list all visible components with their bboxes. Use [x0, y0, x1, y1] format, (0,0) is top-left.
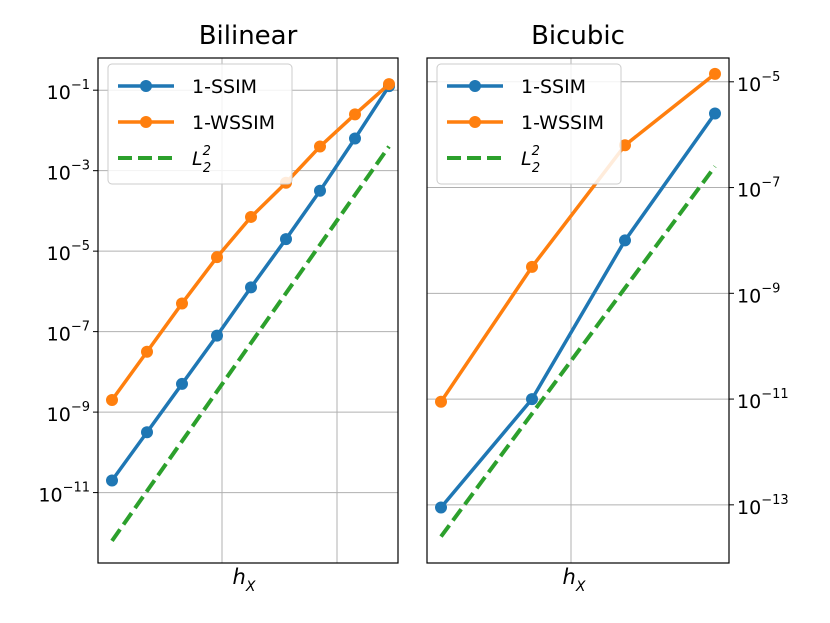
- series-1-ssim-point: [349, 132, 361, 145]
- legend-marker: [469, 116, 481, 128]
- legend-box: [436, 63, 622, 185]
- x-axis-label: hX: [233, 565, 256, 595]
- series-1-ssim-point: [314, 184, 326, 197]
- series-1-wssim-point: [314, 140, 326, 153]
- series-1-ssim-point: [176, 377, 188, 390]
- y-tick-label: 10−9: [47, 400, 90, 426]
- panel-bilinear: 10−11 10−9 10−7 10−5 10−3 10−1 Bilinear hX 1-SSI…: [38, 21, 399, 595]
- y-tick-label: 10−7: [737, 176, 780, 202]
- legend: 1-SSIM 1-WSSIM L2 2: [107, 63, 293, 185]
- series-1-ssim-point: [106, 474, 118, 487]
- chart-title: Bicubic: [531, 21, 625, 51]
- legend: 1-SSIM 1-WSSIM L2 2: [436, 63, 622, 185]
- y-tick-label: 10−3: [47, 159, 90, 185]
- legend-marker: [140, 116, 152, 128]
- series-1-wssim-point: [141, 345, 153, 358]
- legend-box: [107, 63, 293, 185]
- series-1-ssim-point: [280, 233, 292, 246]
- y-tick-label: 10−1: [47, 78, 90, 104]
- y-tick-label: 10−5: [47, 239, 90, 265]
- axes-frame: [97, 57, 399, 564]
- y-tick-label: 10−7: [47, 320, 90, 346]
- series-1-wssim-point: [176, 297, 188, 310]
- y-tick-label: 10−5: [737, 70, 780, 96]
- series-1-wssim-point: [709, 67, 721, 80]
- legend-marker: [140, 80, 152, 92]
- series-1-wssim-line: [439, 72, 717, 403]
- panel-bicubic: 10−13 10−11 10−9 10−7 10−5 Bicubic hX 1-SSIM 1-W…: [426, 21, 789, 595]
- series-l2-line: [110, 145, 391, 543]
- chart-title: Bilinear: [199, 21, 298, 51]
- series-1-wssim-point: [619, 139, 631, 152]
- series-1-wssim-point: [526, 260, 538, 273]
- legend-label: L2 2: [192, 144, 211, 176]
- legend-label: L2 2: [521, 144, 540, 176]
- series-1-wssim-point: [106, 394, 118, 407]
- x-axis-label: hX: [563, 565, 586, 595]
- y-tick-label: 10−9: [737, 281, 780, 307]
- series-1-ssim-line: [439, 112, 717, 509]
- series-1-wssim-point: [383, 78, 395, 91]
- legend-label: 1-SSIM: [192, 76, 257, 98]
- y-tick-label: 10−13: [737, 493, 789, 519]
- series-1-ssim-point: [245, 281, 257, 294]
- legend-label: 1-WSSIM: [192, 112, 275, 134]
- series-1-wssim-point: [435, 395, 447, 408]
- series-1-ssim-point: [141, 426, 153, 439]
- legend-marker: [469, 80, 481, 92]
- y-tick-label: 10−11: [737, 387, 789, 413]
- series-l2-line: [439, 165, 717, 538]
- series-1-ssim-point: [619, 234, 631, 247]
- series-1-ssim-point: [435, 501, 447, 514]
- y-tick-label: 10−11: [38, 481, 90, 507]
- axes-frame: [426, 57, 730, 564]
- series-1-ssim-point: [526, 393, 538, 406]
- legend-label: 1-WSSIM: [521, 112, 604, 134]
- series-1-ssim-point: [709, 107, 721, 120]
- series-1-wssim-point: [211, 251, 223, 264]
- legend-label: 1-SSIM: [521, 76, 586, 98]
- series-1-ssim-point: [211, 329, 223, 342]
- series-1-wssim-point: [245, 210, 257, 223]
- series-1-wssim-point: [349, 108, 361, 121]
